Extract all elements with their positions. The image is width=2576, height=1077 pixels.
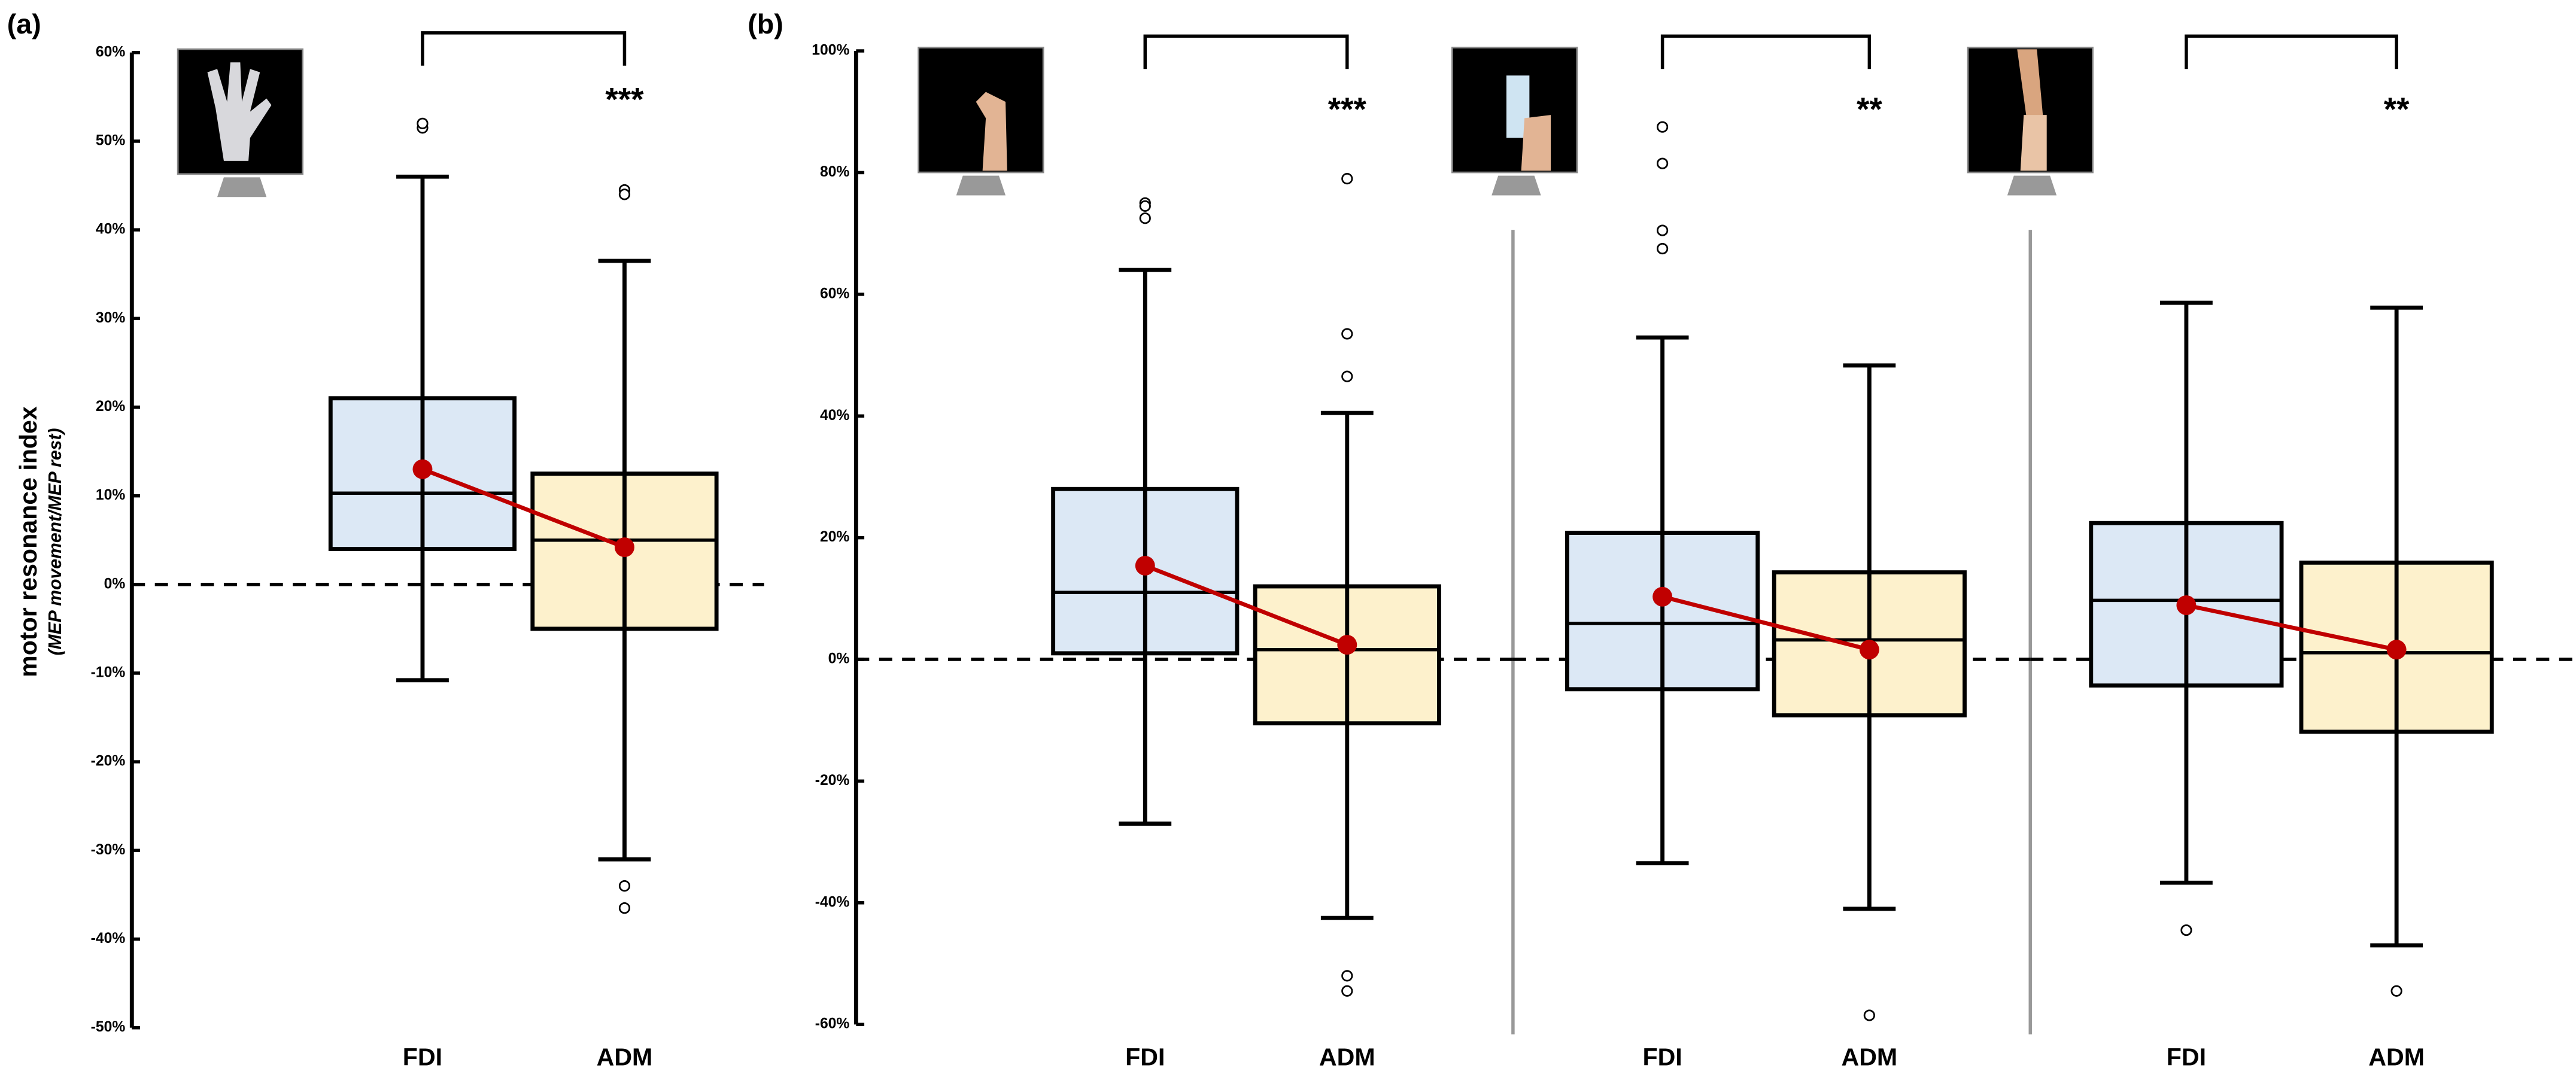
- monitor-stand: [217, 177, 267, 197]
- y-tick-label: 60%: [820, 285, 849, 302]
- outlier: [1341, 328, 1353, 340]
- x-tick-label: FDI: [403, 1043, 442, 1071]
- y-tick-label: 10%: [96, 487, 125, 503]
- y-tick-label: 80%: [820, 164, 849, 180]
- mean-marker: [1859, 640, 1879, 660]
- x-tick-label: ADM: [1319, 1043, 1375, 1071]
- y-axis-sublabel: (MEP movement/MEP rest): [45, 428, 65, 655]
- y-axis-label: motor resonance index: [14, 406, 42, 677]
- outlier: [417, 117, 429, 129]
- mean-line: [1661, 594, 1870, 652]
- outlier: [1341, 970, 1353, 982]
- outlier: [1139, 212, 1151, 224]
- monitor-stand: [2007, 175, 2057, 196]
- y-tick-label: -40%: [815, 894, 850, 910]
- y-tick-label: 40%: [96, 221, 125, 238]
- outlier: [1139, 200, 1151, 212]
- y-tick-label: 0%: [828, 651, 850, 667]
- outlier: [1341, 985, 1353, 997]
- outlier: [618, 902, 631, 914]
- mean-line: [1144, 564, 1348, 647]
- y-tick-label: -20%: [815, 772, 850, 789]
- panel-label: (b): [748, 8, 783, 39]
- outlier: [1863, 1009, 1875, 1021]
- stimulus-icons: [177, 47, 2094, 197]
- hand: [1521, 115, 1551, 171]
- x-tick-label: ADM: [597, 1043, 653, 1071]
- hand: [207, 62, 272, 161]
- mean-line: [2186, 603, 2397, 652]
- mean-marker: [1652, 586, 1673, 607]
- outlier: [1657, 224, 1669, 236]
- y-tick-label: 20%: [820, 529, 849, 545]
- outlier: [1657, 242, 1669, 255]
- outlier: [618, 880, 631, 892]
- mean-marker: [412, 459, 433, 479]
- y-tick-label: 100%: [812, 42, 849, 59]
- mean-marker: [2176, 595, 2197, 615]
- monitor-stand: [1491, 175, 1541, 196]
- x-tick-label: FDI: [1125, 1043, 1165, 1071]
- significance-label: **: [2384, 90, 2410, 127]
- mean-line: [421, 467, 625, 549]
- significance-bracket: [1660, 34, 1872, 69]
- y-tick-label: 60%: [96, 44, 125, 60]
- hand: [2017, 49, 2044, 122]
- significance-bracket: [1143, 34, 1349, 69]
- x-tick-label: ADM: [2368, 1043, 2425, 1071]
- mean-marker: [615, 537, 634, 558]
- significance-label: ***: [1328, 90, 1367, 127]
- mean-marker: [1337, 635, 1357, 655]
- significance-label: ***: [605, 81, 644, 118]
- panel-label: (a): [7, 8, 41, 39]
- outlier: [1657, 121, 1669, 133]
- significance-label: **: [1857, 90, 1882, 127]
- hand: [2020, 115, 2047, 171]
- x-tick-label: FDI: [1642, 1043, 1682, 1071]
- y-tick-label: 50%: [96, 132, 125, 148]
- y-tick-label: -10%: [91, 665, 126, 681]
- y-tick-label: 30%: [96, 310, 125, 326]
- y-tick-label: -20%: [91, 753, 126, 769]
- outlier: [1341, 173, 1353, 185]
- outlier: [618, 188, 631, 200]
- outlier: [1657, 157, 1669, 169]
- x-tick-label: ADM: [1841, 1043, 1897, 1071]
- monitor-stand: [956, 175, 1006, 196]
- mean-marker: [1135, 555, 1155, 576]
- outlier: [2180, 924, 2192, 936]
- y-tick-label: 20%: [96, 398, 125, 415]
- mean-marker: [2386, 640, 2407, 660]
- significance-bracket: [421, 31, 627, 66]
- y-tick-label: 40%: [820, 407, 849, 424]
- significance-bracket: [2185, 34, 2398, 69]
- y-tick-label: -30%: [91, 842, 126, 858]
- outlier: [1341, 370, 1353, 382]
- y-tick-label: 0%: [104, 576, 126, 592]
- y-tick-label: -60%: [815, 1016, 850, 1032]
- y-tick-label: -50%: [91, 1019, 126, 1035]
- y-tick-label: -40%: [91, 930, 126, 947]
- hand: [976, 92, 1007, 171]
- x-tick-label: FDI: [2167, 1043, 2206, 1071]
- outlier: [2390, 985, 2402, 997]
